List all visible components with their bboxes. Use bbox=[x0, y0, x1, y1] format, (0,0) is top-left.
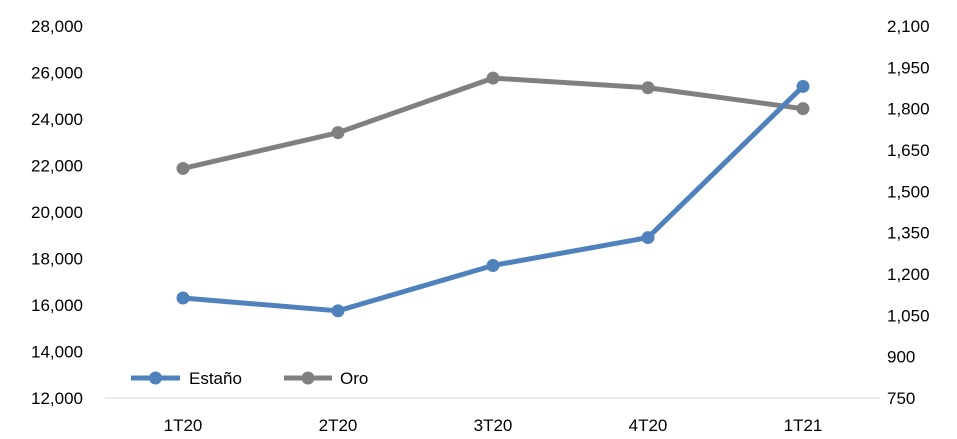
left-y-tick-label: 24,000 bbox=[31, 110, 83, 129]
x-tick-label: 1T20 bbox=[164, 416, 203, 435]
left-y-axis: 12,000 14,000 16,000 18,000 20,000 22,000 24,0… bbox=[31, 17, 83, 408]
left-y-tick-label: 18,000 bbox=[31, 250, 83, 269]
right-y-tick-label: 1,800 bbox=[887, 100, 930, 119]
legend-label: Estaño bbox=[189, 369, 242, 388]
legend-swatch-marker bbox=[149, 371, 162, 385]
left-y-tick-label: 14,000 bbox=[31, 343, 83, 362]
right-y-tick-label: 1,650 bbox=[887, 141, 930, 160]
left-y-tick-label: 22,000 bbox=[31, 157, 83, 176]
left-y-tick-label: 26,000 bbox=[31, 64, 83, 83]
legend-item: Oro bbox=[284, 369, 368, 388]
right-y-tick-label: 1,050 bbox=[887, 306, 930, 325]
right-y-axis: 750 900 1,050 1,200 1,350 1,500 1,650 1,800 1,95… bbox=[887, 17, 930, 408]
data-point bbox=[796, 102, 810, 116]
data-point bbox=[486, 258, 500, 272]
data-point bbox=[796, 79, 810, 93]
x-tick-label: 2T20 bbox=[319, 416, 358, 435]
series-line bbox=[180, 83, 806, 314]
right-y-tick-label: 900 bbox=[887, 348, 915, 367]
right-y-tick-label: 1,950 bbox=[887, 58, 930, 77]
right-y-tick-label: 2,100 bbox=[887, 17, 930, 36]
series-layer bbox=[176, 71, 810, 318]
right-y-tick-label: 1,350 bbox=[887, 224, 930, 243]
legend-swatch-marker bbox=[301, 371, 315, 385]
legend: Estaño Oro bbox=[131, 369, 368, 388]
x-tick-label: 3T20 bbox=[474, 416, 513, 435]
data-point bbox=[331, 126, 345, 140]
data-point bbox=[331, 304, 345, 318]
data-point bbox=[641, 81, 655, 95]
x-tick-label: 4T20 bbox=[629, 416, 668, 435]
right-y-tick-label: 750 bbox=[887, 389, 915, 408]
series-line bbox=[180, 75, 806, 171]
data-point bbox=[641, 231, 655, 245]
data-point bbox=[176, 291, 190, 305]
right-y-tick-label: 1,200 bbox=[887, 265, 930, 284]
right-y-tick-label: 1,500 bbox=[887, 182, 930, 201]
left-y-tick-label: 28,000 bbox=[31, 17, 83, 36]
x-axis: 1T20 2T20 3T20 4T20 1T21 bbox=[164, 416, 823, 435]
series-estaño bbox=[176, 79, 810, 318]
data-point bbox=[486, 71, 500, 85]
left-y-tick-label: 20,000 bbox=[31, 203, 83, 222]
x-tick-label: 1T21 bbox=[784, 416, 823, 435]
left-y-tick-label: 16,000 bbox=[31, 296, 83, 315]
series-oro bbox=[176, 71, 810, 175]
data-point bbox=[176, 161, 190, 175]
left-y-tick-label: 12,000 bbox=[31, 389, 83, 408]
legend-label: Oro bbox=[340, 369, 368, 388]
legend-item: Estaño bbox=[131, 369, 242, 388]
